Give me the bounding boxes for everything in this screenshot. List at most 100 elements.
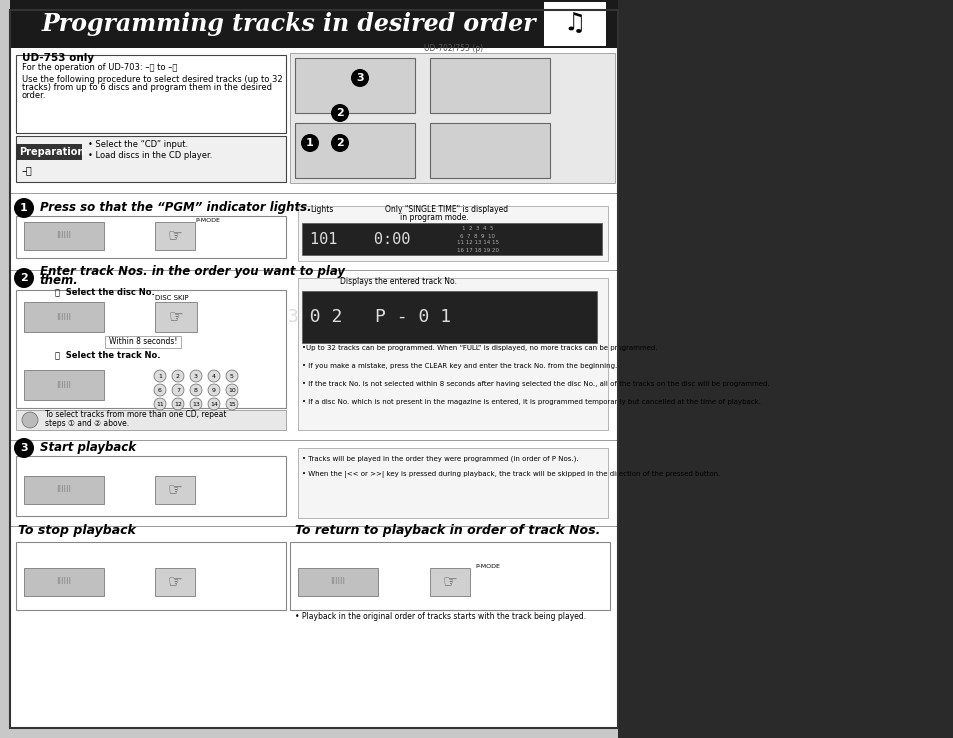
Text: Ⓑ  Select the track No.: Ⓑ Select the track No. xyxy=(55,350,160,359)
Text: tracks) from up to 6 discs and program them in the desired: tracks) from up to 6 discs and program t… xyxy=(22,83,272,92)
Text: DISC SKIP: DISC SKIP xyxy=(154,295,189,301)
Text: 1  2  3  4  5: 1 2 3 4 5 xyxy=(462,227,494,232)
Circle shape xyxy=(351,69,369,87)
Text: 1: 1 xyxy=(20,203,28,213)
Circle shape xyxy=(14,268,34,288)
Text: P-MODE: P-MODE xyxy=(475,564,499,569)
Text: Within 8 seconds!: Within 8 seconds! xyxy=(109,337,177,347)
Text: UD-702/753 (p): UD-702/753 (p) xyxy=(423,44,482,53)
Text: 13: 13 xyxy=(192,401,200,407)
Circle shape xyxy=(153,370,166,382)
Bar xyxy=(16,542,286,610)
Circle shape xyxy=(208,398,220,410)
Text: 12: 12 xyxy=(173,401,182,407)
Bar xyxy=(16,410,286,430)
Bar xyxy=(24,568,104,596)
Text: ☞: ☞ xyxy=(168,227,182,245)
Text: IIIIII: IIIIII xyxy=(56,486,71,494)
Bar xyxy=(618,0,953,738)
Bar xyxy=(297,568,377,596)
Text: 101    0:00: 101 0:00 xyxy=(310,232,410,246)
Text: • If the track No. is not selected within 8 seconds after having selected the di: • If the track No. is not selected withi… xyxy=(302,381,769,387)
Text: 11 12 13 14 15: 11 12 13 14 15 xyxy=(456,241,498,246)
Text: ☞: ☞ xyxy=(168,481,182,499)
Circle shape xyxy=(226,370,237,382)
Text: ☞: ☞ xyxy=(442,573,456,591)
Text: • When the |<< or >>| key is pressed during playback, the track will be skipped : • When the |<< or >>| key is pressed dur… xyxy=(302,471,720,478)
Text: 15: 15 xyxy=(228,401,235,407)
Text: Programming tracks in desired order: Programming tracks in desired order xyxy=(42,12,536,36)
Text: IIIIII: IIIIII xyxy=(56,578,71,587)
Text: • Tracks will be played in the order they were programmed (in order of P Nos.).: • Tracks will be played in the order the… xyxy=(302,455,578,461)
Bar xyxy=(154,568,194,596)
Text: 2: 2 xyxy=(20,273,28,283)
Text: Start playback: Start playback xyxy=(40,441,136,455)
Text: 3: 3 xyxy=(355,73,363,83)
Text: 3 0 2   P - 0 1: 3 0 2 P - 0 1 xyxy=(288,308,451,326)
Bar xyxy=(16,136,286,182)
Bar xyxy=(302,291,597,343)
Text: order.: order. xyxy=(22,91,47,100)
Text: • If a disc No. which is not present in the magazine is entered, it is programme: • If a disc No. which is not present in … xyxy=(302,399,760,405)
Text: To return to playback in order of track Nos.: To return to playback in order of track … xyxy=(294,524,599,537)
Circle shape xyxy=(226,398,237,410)
Text: 4: 4 xyxy=(212,373,215,379)
Text: IIIIII: IIIIII xyxy=(56,381,71,390)
Text: Lights: Lights xyxy=(310,205,333,214)
Bar xyxy=(430,58,550,113)
Circle shape xyxy=(331,104,349,122)
Text: 3: 3 xyxy=(193,373,198,379)
Circle shape xyxy=(331,134,349,152)
Bar xyxy=(24,222,104,250)
Text: 16 17 18 19 20: 16 17 18 19 20 xyxy=(456,247,498,252)
Text: Preparation: Preparation xyxy=(19,147,84,157)
Text: 6: 6 xyxy=(158,387,162,393)
Circle shape xyxy=(14,438,34,458)
Text: IIIIII: IIIIII xyxy=(56,312,71,322)
Circle shape xyxy=(226,384,237,396)
Text: To select tracks from more than one CD, repeat: To select tracks from more than one CD, … xyxy=(45,410,226,419)
Text: IIIIII: IIIIII xyxy=(330,578,345,587)
Text: • If you make a mistake, press the CLEAR key and enter the track No. from the be: • If you make a mistake, press the CLEAR… xyxy=(302,363,617,369)
Circle shape xyxy=(172,384,184,396)
Text: 10: 10 xyxy=(228,387,235,393)
Text: 8: 8 xyxy=(193,387,197,393)
Text: To stop playback: To stop playback xyxy=(18,524,135,537)
Text: • Select the “CD” input.: • Select the “CD” input. xyxy=(88,140,188,149)
Bar xyxy=(294,58,415,113)
Bar xyxy=(10,10,618,728)
Circle shape xyxy=(208,384,220,396)
Text: steps ① and ② above.: steps ① and ② above. xyxy=(45,419,129,428)
Circle shape xyxy=(172,398,184,410)
Circle shape xyxy=(190,384,202,396)
Bar xyxy=(154,476,194,504)
Bar xyxy=(10,10,618,728)
Text: For the operation of UD-703: –Ⓑ to –Ⓔ: For the operation of UD-703: –Ⓑ to –Ⓔ xyxy=(22,63,177,72)
Text: them.: them. xyxy=(40,274,79,287)
Circle shape xyxy=(14,198,34,218)
Circle shape xyxy=(301,134,318,152)
Bar xyxy=(290,53,615,183)
Bar xyxy=(154,302,196,332)
Text: 1: 1 xyxy=(158,373,162,379)
Bar xyxy=(24,476,104,504)
Text: 2: 2 xyxy=(175,373,180,379)
Text: Enter track Nos. in the order you want to play: Enter track Nos. in the order you want t… xyxy=(40,265,345,278)
Text: –Ⓑ: –Ⓑ xyxy=(22,165,32,175)
Text: Ⓐ  Select the disc No.: Ⓐ Select the disc No. xyxy=(55,287,154,296)
Bar xyxy=(154,222,194,250)
Bar xyxy=(543,2,605,46)
Text: 2: 2 xyxy=(335,138,343,148)
Bar xyxy=(430,123,550,178)
Text: 7: 7 xyxy=(175,387,180,393)
Bar xyxy=(302,223,601,255)
Text: 9: 9 xyxy=(212,387,215,393)
Text: 6  7  8  9  10: 6 7 8 9 10 xyxy=(460,233,495,238)
Circle shape xyxy=(190,398,202,410)
Circle shape xyxy=(153,384,166,396)
Circle shape xyxy=(22,412,38,428)
Bar xyxy=(297,278,607,430)
Text: 14: 14 xyxy=(210,401,217,407)
Text: Use the following procedure to select desired tracks (up to 32: Use the following procedure to select de… xyxy=(22,75,282,84)
Bar xyxy=(430,568,470,596)
